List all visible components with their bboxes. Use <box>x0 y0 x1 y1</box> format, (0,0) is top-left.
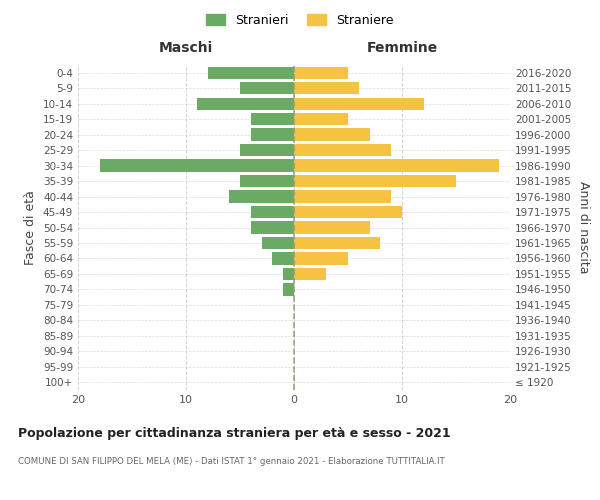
Text: Maschi: Maschi <box>159 42 213 55</box>
Bar <box>251 222 294 234</box>
Bar <box>251 113 294 126</box>
Bar <box>294 66 348 79</box>
Bar <box>294 252 348 264</box>
Bar <box>240 144 294 156</box>
Bar <box>229 190 294 202</box>
Bar <box>240 82 294 94</box>
Bar <box>240 175 294 188</box>
Bar <box>294 190 391 202</box>
Bar <box>283 283 294 296</box>
Bar <box>294 222 370 234</box>
Bar <box>294 268 326 280</box>
Bar <box>251 206 294 218</box>
Bar <box>283 268 294 280</box>
Bar <box>294 113 348 126</box>
Bar <box>294 144 391 156</box>
Y-axis label: Fasce di età: Fasce di età <box>25 190 37 265</box>
Y-axis label: Anni di nascita: Anni di nascita <box>577 181 590 274</box>
Bar <box>294 206 402 218</box>
Text: Popolazione per cittadinanza straniera per età e sesso - 2021: Popolazione per cittadinanza straniera p… <box>18 428 451 440</box>
Text: Femmine: Femmine <box>367 42 437 55</box>
Text: COMUNE DI SAN FILIPPO DEL MELA (ME) - Dati ISTAT 1° gennaio 2021 - Elaborazione : COMUNE DI SAN FILIPPO DEL MELA (ME) - Da… <box>18 458 445 466</box>
Bar <box>294 237 380 249</box>
Bar <box>294 160 499 172</box>
Bar <box>262 237 294 249</box>
Bar <box>294 128 370 141</box>
Bar <box>272 252 294 264</box>
Legend: Stranieri, Straniere: Stranieri, Straniere <box>202 8 398 32</box>
Bar <box>294 82 359 94</box>
Bar <box>294 175 456 188</box>
Bar <box>294 98 424 110</box>
Bar <box>208 66 294 79</box>
Bar <box>197 98 294 110</box>
Bar <box>100 160 294 172</box>
Bar <box>251 128 294 141</box>
